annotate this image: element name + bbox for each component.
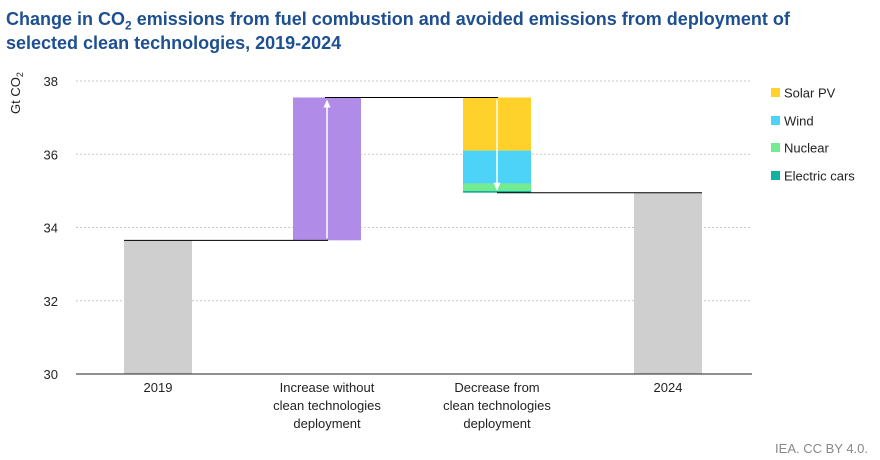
bar-layer	[124, 97, 702, 374]
y-tick-label: 38	[44, 74, 58, 89]
legend-label: Solar PV	[784, 86, 836, 101]
x-category-line: clean technologies	[443, 398, 551, 413]
increase-arrow-head	[323, 99, 331, 108]
x-category-label: 2019	[144, 380, 173, 395]
legend-swatch	[771, 88, 780, 97]
y-axis-label: Gt CO2	[8, 72, 25, 114]
y-tick-label: 36	[44, 147, 58, 162]
legend-swatch	[771, 116, 780, 125]
legend-label: Wind	[784, 114, 814, 129]
bar-2024	[634, 192, 702, 374]
y-tick-label: 34	[44, 221, 58, 236]
x-category-line: clean technologies	[273, 398, 381, 413]
credit-text: IEA. CC BY 4.0.	[775, 441, 868, 456]
y-tick-label: 32	[44, 294, 58, 309]
x-category-line: 2024	[654, 380, 683, 395]
legend-label: Electric cars	[784, 169, 855, 184]
axis-layer: 30 32 34 36 38 2019 Increase without clean tech…	[44, 74, 752, 431]
decrease-arrow-head	[493, 182, 501, 191]
x-category-label: Increase without clean technologies deploy…	[273, 380, 381, 431]
chart-title: Change in CO2 emissions from fuel combus…	[6, 9, 790, 53]
annotation-layer	[124, 96, 702, 241]
x-category-line: 2019	[144, 380, 173, 395]
bar-decrease-electric-cars	[463, 190, 531, 193]
legend-swatch	[771, 171, 780, 180]
x-category-line: Decrease from	[454, 380, 539, 395]
x-category-line: Increase without	[280, 380, 375, 395]
x-category-line: deployment	[293, 416, 361, 431]
legend: Solar PV Wind Nuclear Electric cars	[771, 86, 855, 184]
x-category-line: deployment	[463, 416, 531, 431]
legend-label: Nuclear	[784, 141, 829, 156]
bar-2019	[124, 240, 192, 374]
y-tick-label: 30	[44, 367, 58, 382]
x-category-label: Decrease from clean technologies deploymen…	[443, 380, 551, 431]
x-category-label: 2024	[654, 380, 683, 395]
legend-swatch	[771, 143, 780, 152]
